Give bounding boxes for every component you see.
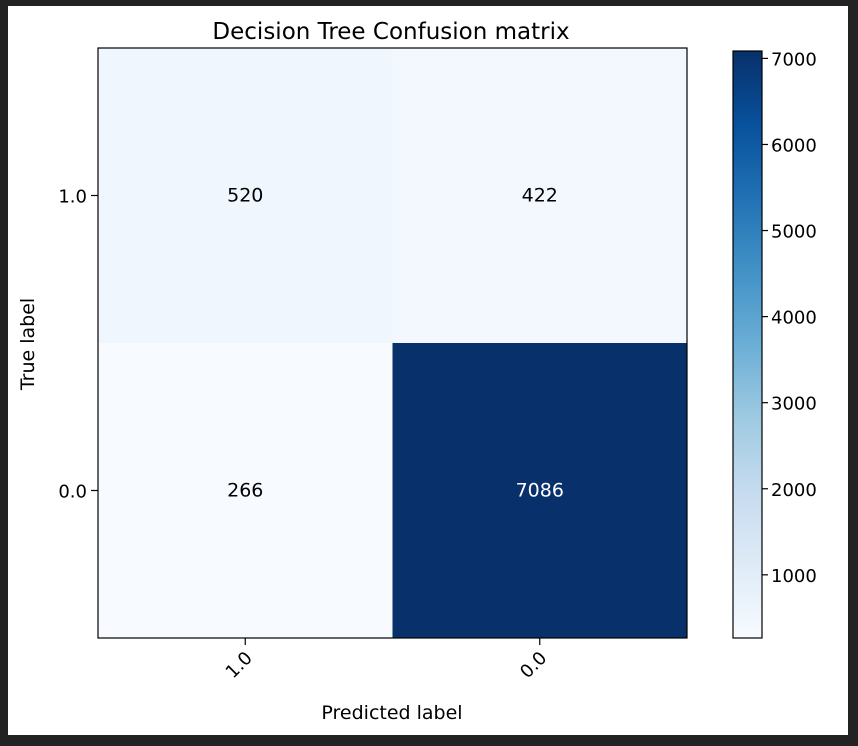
plot-frame xyxy=(97,47,688,639)
colorbar-tick-label: 1000 xyxy=(771,566,817,587)
cell-value-label: 520 xyxy=(227,185,263,207)
confusion-matrix-chart: Decision Tree Confusion matrix 520 422 266… xyxy=(17,19,817,724)
colorbar xyxy=(733,51,762,638)
colorbar-tick-label: 4000 xyxy=(771,308,817,329)
matrix-cell xyxy=(392,343,688,639)
colorbar-tick-label: 5000 xyxy=(771,222,817,243)
chart-title: Decision Tree Confusion matrix xyxy=(212,19,569,45)
colorbar-tick-label: 6000 xyxy=(771,135,817,156)
y-axis-label: True label xyxy=(17,298,39,391)
y-tick-label: 0.0 xyxy=(58,482,87,503)
colorbar-tick-label: 7000 xyxy=(771,49,817,70)
x-tick-label: 0.0 xyxy=(516,648,551,683)
colorbar-tick-label: 2000 xyxy=(771,480,817,501)
x-tick-label: 1.0 xyxy=(222,648,257,683)
y-tick-label: 1.0 xyxy=(58,187,87,208)
matrix-cell xyxy=(98,48,393,344)
matrix-cells xyxy=(98,48,688,639)
x-axis-ticks: 1.0 0.0 xyxy=(222,638,551,683)
matrix-cell xyxy=(392,48,688,344)
colorbar-tick-label: 3000 xyxy=(771,394,817,415)
figure-canvas: Decision Tree Confusion matrix 520 422 266… xyxy=(8,6,848,735)
cell-value-label: 7086 xyxy=(516,480,564,502)
cell-value-label: 422 xyxy=(522,185,558,207)
matrix-cell-labels: 520 422 266 7086 xyxy=(227,185,564,502)
y-axis-ticks: 1.0 0.0 xyxy=(58,187,98,503)
colorbar-frame xyxy=(732,50,763,639)
x-axis-label: Predicted label xyxy=(321,702,462,724)
cell-value-label: 266 xyxy=(227,480,263,502)
colorbar-ticks: 1000 2000 3000 4000 5000 6000 7000 xyxy=(762,49,817,587)
matrix-cell xyxy=(98,343,393,639)
